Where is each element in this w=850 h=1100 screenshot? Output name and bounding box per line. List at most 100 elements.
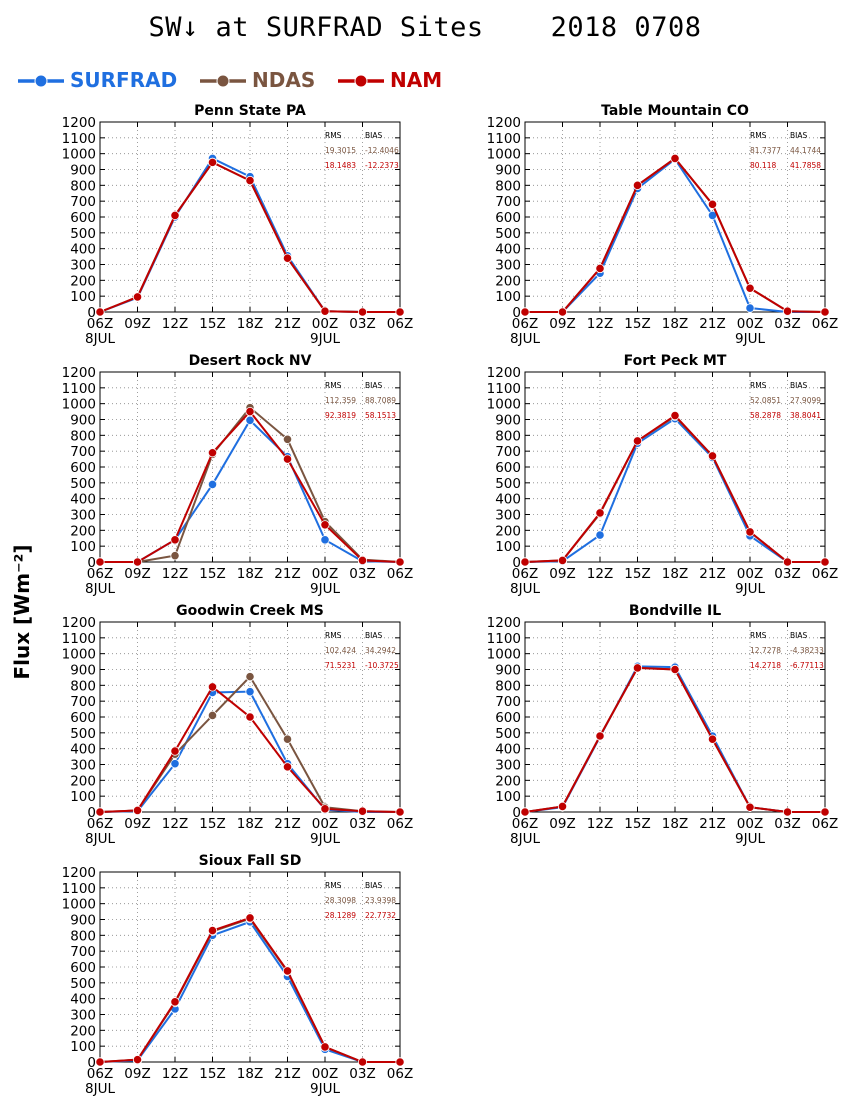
legend-swatch-surfrad — [18, 74, 64, 88]
y-tick-label: 900 — [70, 413, 96, 429]
data-point-nam — [707, 199, 718, 209]
data-point-nam — [170, 997, 180, 1007]
x-tick-label: 21Z — [274, 316, 300, 332]
data-point-nam — [245, 406, 255, 417]
y-tick-label: 1000 — [487, 147, 521, 163]
data-point-nam — [520, 807, 530, 817]
y-tick-label: 1000 — [62, 147, 96, 163]
x-tick-label: 18Z — [237, 816, 263, 832]
stats-header-rms: RMS — [325, 381, 342, 390]
y-tick-label: 100 — [70, 789, 96, 805]
series-line-surfrad — [99, 690, 400, 813]
data-point-nam — [395, 1057, 405, 1067]
x-tick-sublabel: 9JUL — [310, 331, 340, 347]
stats-rms-value: 92.3819 — [325, 411, 356, 420]
stats-bias-value: -10.3725 — [365, 661, 399, 670]
stats-bias-value: 58.1513 — [365, 411, 396, 420]
x-tick-label: 18Z — [662, 566, 688, 582]
legend-label-surfrad: SURFRAD — [70, 68, 178, 92]
data-point-nam — [395, 307, 405, 317]
y-tick-label: 600 — [70, 460, 96, 476]
y-tick-label: 1000 — [62, 647, 96, 663]
x-tick-label: 00Z — [737, 316, 763, 332]
data-point-nam — [745, 802, 755, 812]
x-tick-label: 21Z — [699, 316, 725, 332]
stats-header-rms: RMS — [750, 381, 767, 390]
x-tick-label: 03Z — [349, 566, 375, 582]
data-point-ndas — [207, 710, 218, 721]
y-tick-label: 600 — [70, 960, 96, 976]
data-point-nam — [282, 253, 293, 263]
x-tick-label: 09Z — [549, 566, 575, 582]
data-point-nam — [320, 306, 330, 316]
series-line-nam — [525, 157, 826, 313]
data-point-nam — [820, 307, 830, 317]
stats-bias-value: 34.2942 — [365, 646, 396, 655]
data-point-nam — [95, 307, 105, 317]
data-point-nam — [357, 1057, 368, 1067]
data-point-nam — [282, 454, 293, 464]
data-point-nam — [820, 557, 830, 567]
chart-title: Fort Peck MT — [624, 353, 727, 369]
data-point-nam — [782, 306, 793, 316]
data-point-surfrad — [207, 479, 218, 490]
x-tick-label: 06Z — [812, 816, 838, 832]
y-tick-label: 200 — [495, 773, 521, 789]
x-tick-label: 06Z — [812, 566, 838, 582]
y-tick-label: 700 — [70, 694, 96, 710]
y-tick-label: 1200 — [487, 115, 521, 131]
y-tick-label: 900 — [70, 163, 96, 179]
y-tick-label: 0 — [512, 305, 521, 321]
stats-bias-value: -12.2373 — [365, 161, 399, 170]
stats-header-bias: BIAS — [365, 381, 382, 390]
data-point-nam — [745, 527, 755, 537]
data-point-nam — [320, 520, 330, 530]
x-tick-sublabel: 9JUL — [310, 581, 340, 597]
data-point-nam — [320, 1042, 330, 1052]
x-tick-sublabel: 9JUL — [310, 1081, 340, 1097]
stats-bias-value: 27.9099 — [790, 396, 821, 405]
data-point-nam — [595, 263, 605, 274]
x-tick-label: 06Z — [387, 316, 413, 332]
y-tick-label: 900 — [495, 413, 521, 429]
y-tick-label: 1100 — [487, 131, 521, 147]
y-tick-label: 600 — [70, 710, 96, 726]
y-tick-label: 1200 — [62, 115, 96, 131]
y-tick-label: 400 — [70, 242, 96, 258]
x-tick-label: 15Z — [199, 816, 225, 832]
y-tick-label: 400 — [70, 992, 96, 1008]
data-point-nam — [170, 210, 180, 221]
stats-rms-value: 28.1289 — [325, 911, 356, 920]
data-point-nam — [95, 1057, 105, 1067]
x-tick-label: 12Z — [162, 816, 188, 832]
y-tick-label: 800 — [495, 428, 521, 444]
x-tick-sublabel: 8JUL — [510, 331, 540, 347]
y-tick-label: 100 — [495, 539, 521, 555]
data-point-nam — [632, 663, 643, 673]
y-tick-label: 500 — [495, 476, 521, 492]
stats-rms-value: 28.3098 — [325, 896, 356, 905]
x-tick-label: 06Z — [387, 816, 413, 832]
y-tick-label: 300 — [70, 758, 96, 774]
y-tick-label: 1200 — [62, 365, 96, 381]
x-tick-label: 06Z — [87, 566, 113, 582]
data-point-nam — [357, 806, 368, 816]
data-point-nam — [557, 801, 568, 812]
chart-title: Penn State PA — [194, 103, 306, 119]
data-point-nam — [245, 913, 255, 923]
data-point-nam — [782, 557, 793, 567]
stats-header-rms: RMS — [325, 631, 342, 640]
x-tick-label: 03Z — [774, 566, 800, 582]
y-tick-label: 800 — [495, 178, 521, 194]
y-tick-label: 100 — [495, 789, 521, 805]
stats-bias-value: 38.8041 — [790, 411, 821, 420]
x-tick-label: 18Z — [237, 1066, 263, 1082]
stats-rms-value: 81.7377 — [750, 146, 781, 155]
data-point-nam — [557, 307, 568, 317]
x-tick-label: 06Z — [87, 316, 113, 332]
series-line-ndas — [99, 674, 401, 813]
x-tick-label: 09Z — [124, 316, 150, 332]
x-tick-sublabel: 9JUL — [735, 581, 765, 597]
data-point-nam — [357, 307, 368, 317]
y-tick-label: 1100 — [62, 631, 96, 647]
